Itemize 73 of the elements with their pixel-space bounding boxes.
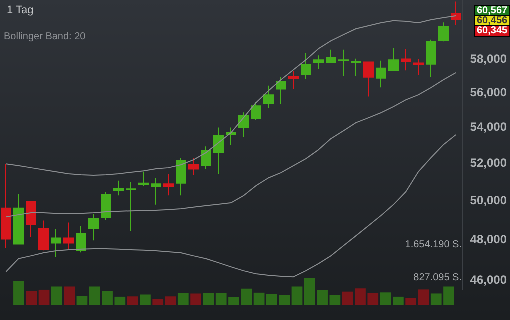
candlestick [26, 201, 36, 238]
y-tick-label: 54,000 [470, 120, 508, 134]
candlestick [426, 39, 436, 78]
y-tick-label: 46,000 [470, 273, 508, 288]
candlestick [376, 60, 386, 88]
candlestick [201, 146, 211, 170]
bar [165, 296, 176, 305]
candlestick [351, 58, 361, 76]
y-tick-label: 48,000 [470, 232, 508, 246]
bar [254, 292, 265, 305]
bar [418, 290, 430, 305]
y-tick-label: 50,000 [470, 194, 508, 208]
candlestick [438, 22, 449, 42]
candlestick [226, 127, 236, 146]
text: 60,456 [477, 16, 508, 26]
candlestick [238, 112, 249, 138]
candlestick [113, 180, 124, 196]
candlestick [38, 220, 49, 252]
bar [406, 298, 417, 305]
annotation: 1.654.190 S. [405, 240, 462, 250]
candlestick [251, 101, 261, 120]
candlestick [176, 158, 186, 196]
bar [14, 281, 24, 305]
candlestick [1, 164, 11, 249]
candlestick [126, 182, 136, 232]
chart-title: 1 Tag [7, 4, 34, 16]
bar [127, 296, 138, 305]
candlestick [88, 214, 99, 242]
candlestick [163, 174, 174, 196]
y-tick-label: 56,000 [470, 86, 508, 100]
candlestick [288, 70, 299, 90]
bar [178, 293, 189, 305]
bar [380, 292, 392, 305]
bar [64, 286, 76, 305]
candlestick [76, 226, 86, 254]
line-series [6, 16, 457, 176]
candlestick [51, 228, 61, 258]
candlestick [13, 194, 24, 245]
bar [203, 293, 214, 305]
bar [190, 294, 202, 305]
candlestick [301, 52, 311, 80]
candlestick [338, 49, 349, 76]
candlestick [263, 85, 274, 109]
y-tick-label: 58,000 [470, 52, 508, 66]
bar [38, 290, 50, 305]
candlestick [388, 48, 399, 72]
candlestick [363, 62, 374, 98]
bar [140, 294, 151, 305]
bar [76, 296, 88, 305]
bar [330, 295, 341, 305]
text: 60,345 [477, 26, 508, 36]
candlestick [101, 192, 111, 220]
candlestick [326, 49, 336, 64]
candlestick [151, 178, 161, 206]
candlestick [138, 171, 149, 186]
candlestick [401, 48, 411, 72]
bar [392, 296, 404, 305]
text: 60,567 [477, 6, 508, 16]
bar [292, 286, 303, 305]
candlestick [313, 55, 324, 70]
candlestick [188, 158, 199, 176]
candlestick [451, 1, 461, 26]
annotation: 827.095 S. [414, 272, 462, 284]
bar [51, 286, 62, 305]
candlestick [63, 222, 74, 250]
y-tick-label: 52,000 [470, 156, 508, 170]
line-series [6, 72, 457, 218]
bar [26, 291, 38, 305]
candlestick [413, 58, 424, 76]
candlestick [213, 127, 224, 175]
bar [152, 299, 164, 305]
annotation: Bollinger Band: 20 [4, 32, 86, 42]
candlestick [276, 76, 286, 105]
